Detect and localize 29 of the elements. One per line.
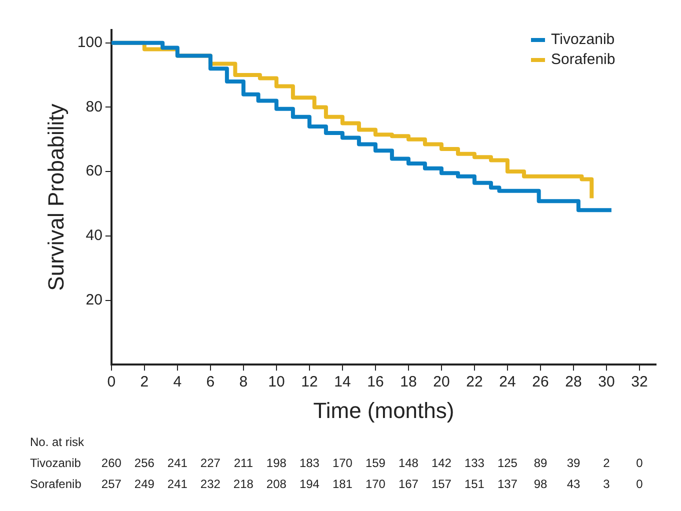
- x-tick-label: 20: [433, 374, 450, 391]
- y-tick-label: 20: [86, 291, 102, 308]
- y-tick-label: 100: [77, 34, 102, 52]
- x-tick-label: 8: [239, 374, 248, 391]
- legend-label: Tivozanib: [551, 31, 615, 48]
- text: Tivozanib 260 256 241 227 211 198 183 170 159 148 142 133 125 89 39 2 0: [30, 456, 643, 470]
- x-tick-label: 18: [400, 374, 417, 391]
- x-tick-label: 4: [173, 374, 182, 391]
- y-tick-label: 40: [86, 227, 102, 244]
- x-tick-label: 24: [499, 374, 516, 391]
- x-tick-label: 22: [466, 374, 483, 391]
- x-tick-label: 14: [334, 374, 351, 391]
- x-tick-label: 16: [367, 374, 384, 391]
- x-tick-label: 32: [631, 374, 648, 391]
- text: Sorafenib 257 249 241 232 218 208 194 181 170 167 157 151 137 98 43 3 0: [30, 476, 643, 491]
- x-tick-label: 0: [107, 374, 116, 391]
- x-tick-label: 30: [598, 374, 615, 391]
- x-tick-label: 6: [206, 374, 215, 391]
- legend-label: Sorafenib: [551, 51, 616, 68]
- x-tick-label: 2: [140, 374, 149, 391]
- x-axis-title: Time (months): [313, 398, 454, 423]
- y-axis-title: Survival Probability: [43, 104, 68, 291]
- x-tick-label: 26: [532, 374, 549, 391]
- x-tick-label: 10: [268, 374, 285, 391]
- x-tick-label: 12: [301, 374, 318, 391]
- y-tick-label: 60: [86, 162, 102, 180]
- y-tick-label: 80: [86, 98, 102, 116]
- text: No. at risk: [30, 434, 86, 449]
- x-tick-label: 28: [565, 374, 582, 391]
